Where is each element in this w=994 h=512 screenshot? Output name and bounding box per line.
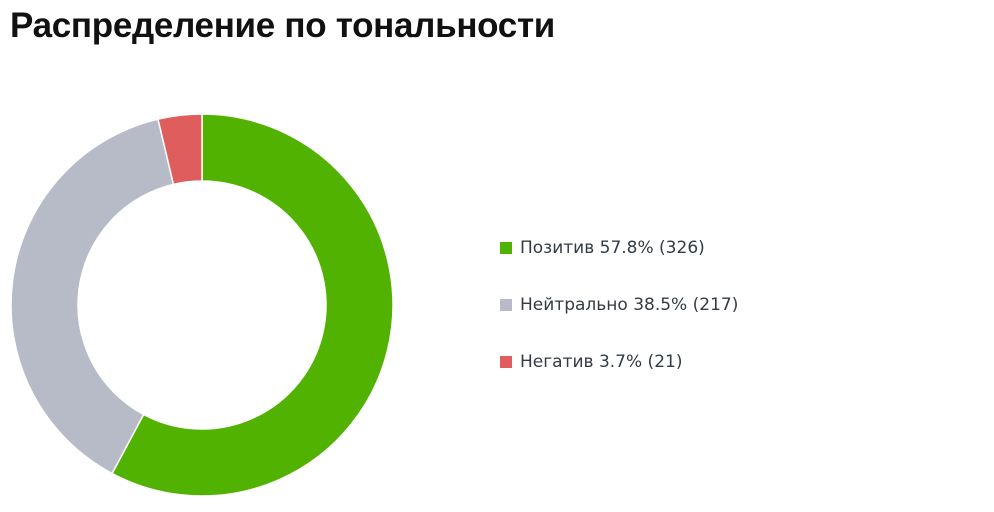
- donut-slice-neutral[interactable]: [10, 118, 175, 475]
- legend-item-negative[interactable]: Негатив 3.7% (21): [500, 345, 738, 379]
- legend-swatch-negative: [500, 356, 512, 368]
- legend-item-neutral[interactable]: Нейтрально 38.5% (217): [500, 288, 738, 322]
- legend-label-negative: Негатив 3.7% (21): [520, 352, 683, 372]
- legend-swatch-positive: [500, 242, 512, 254]
- chart-title: Распределение по тональности: [10, 6, 556, 45]
- donut-slice-positive[interactable]: [111, 113, 394, 497]
- legend-label-neutral: Нейтрально 38.5% (217): [520, 295, 739, 315]
- legend-label-positive: Позитив 57.8% (326): [520, 238, 705, 258]
- donut-slice-negative[interactable]: [157, 113, 203, 186]
- legend-swatch-neutral: [500, 299, 512, 311]
- chart-legend: Позитив 57.8% (326) Нейтрально 38.5% (21…: [500, 231, 738, 402]
- legend-item-positive[interactable]: Позитив 57.8% (326): [500, 231, 738, 265]
